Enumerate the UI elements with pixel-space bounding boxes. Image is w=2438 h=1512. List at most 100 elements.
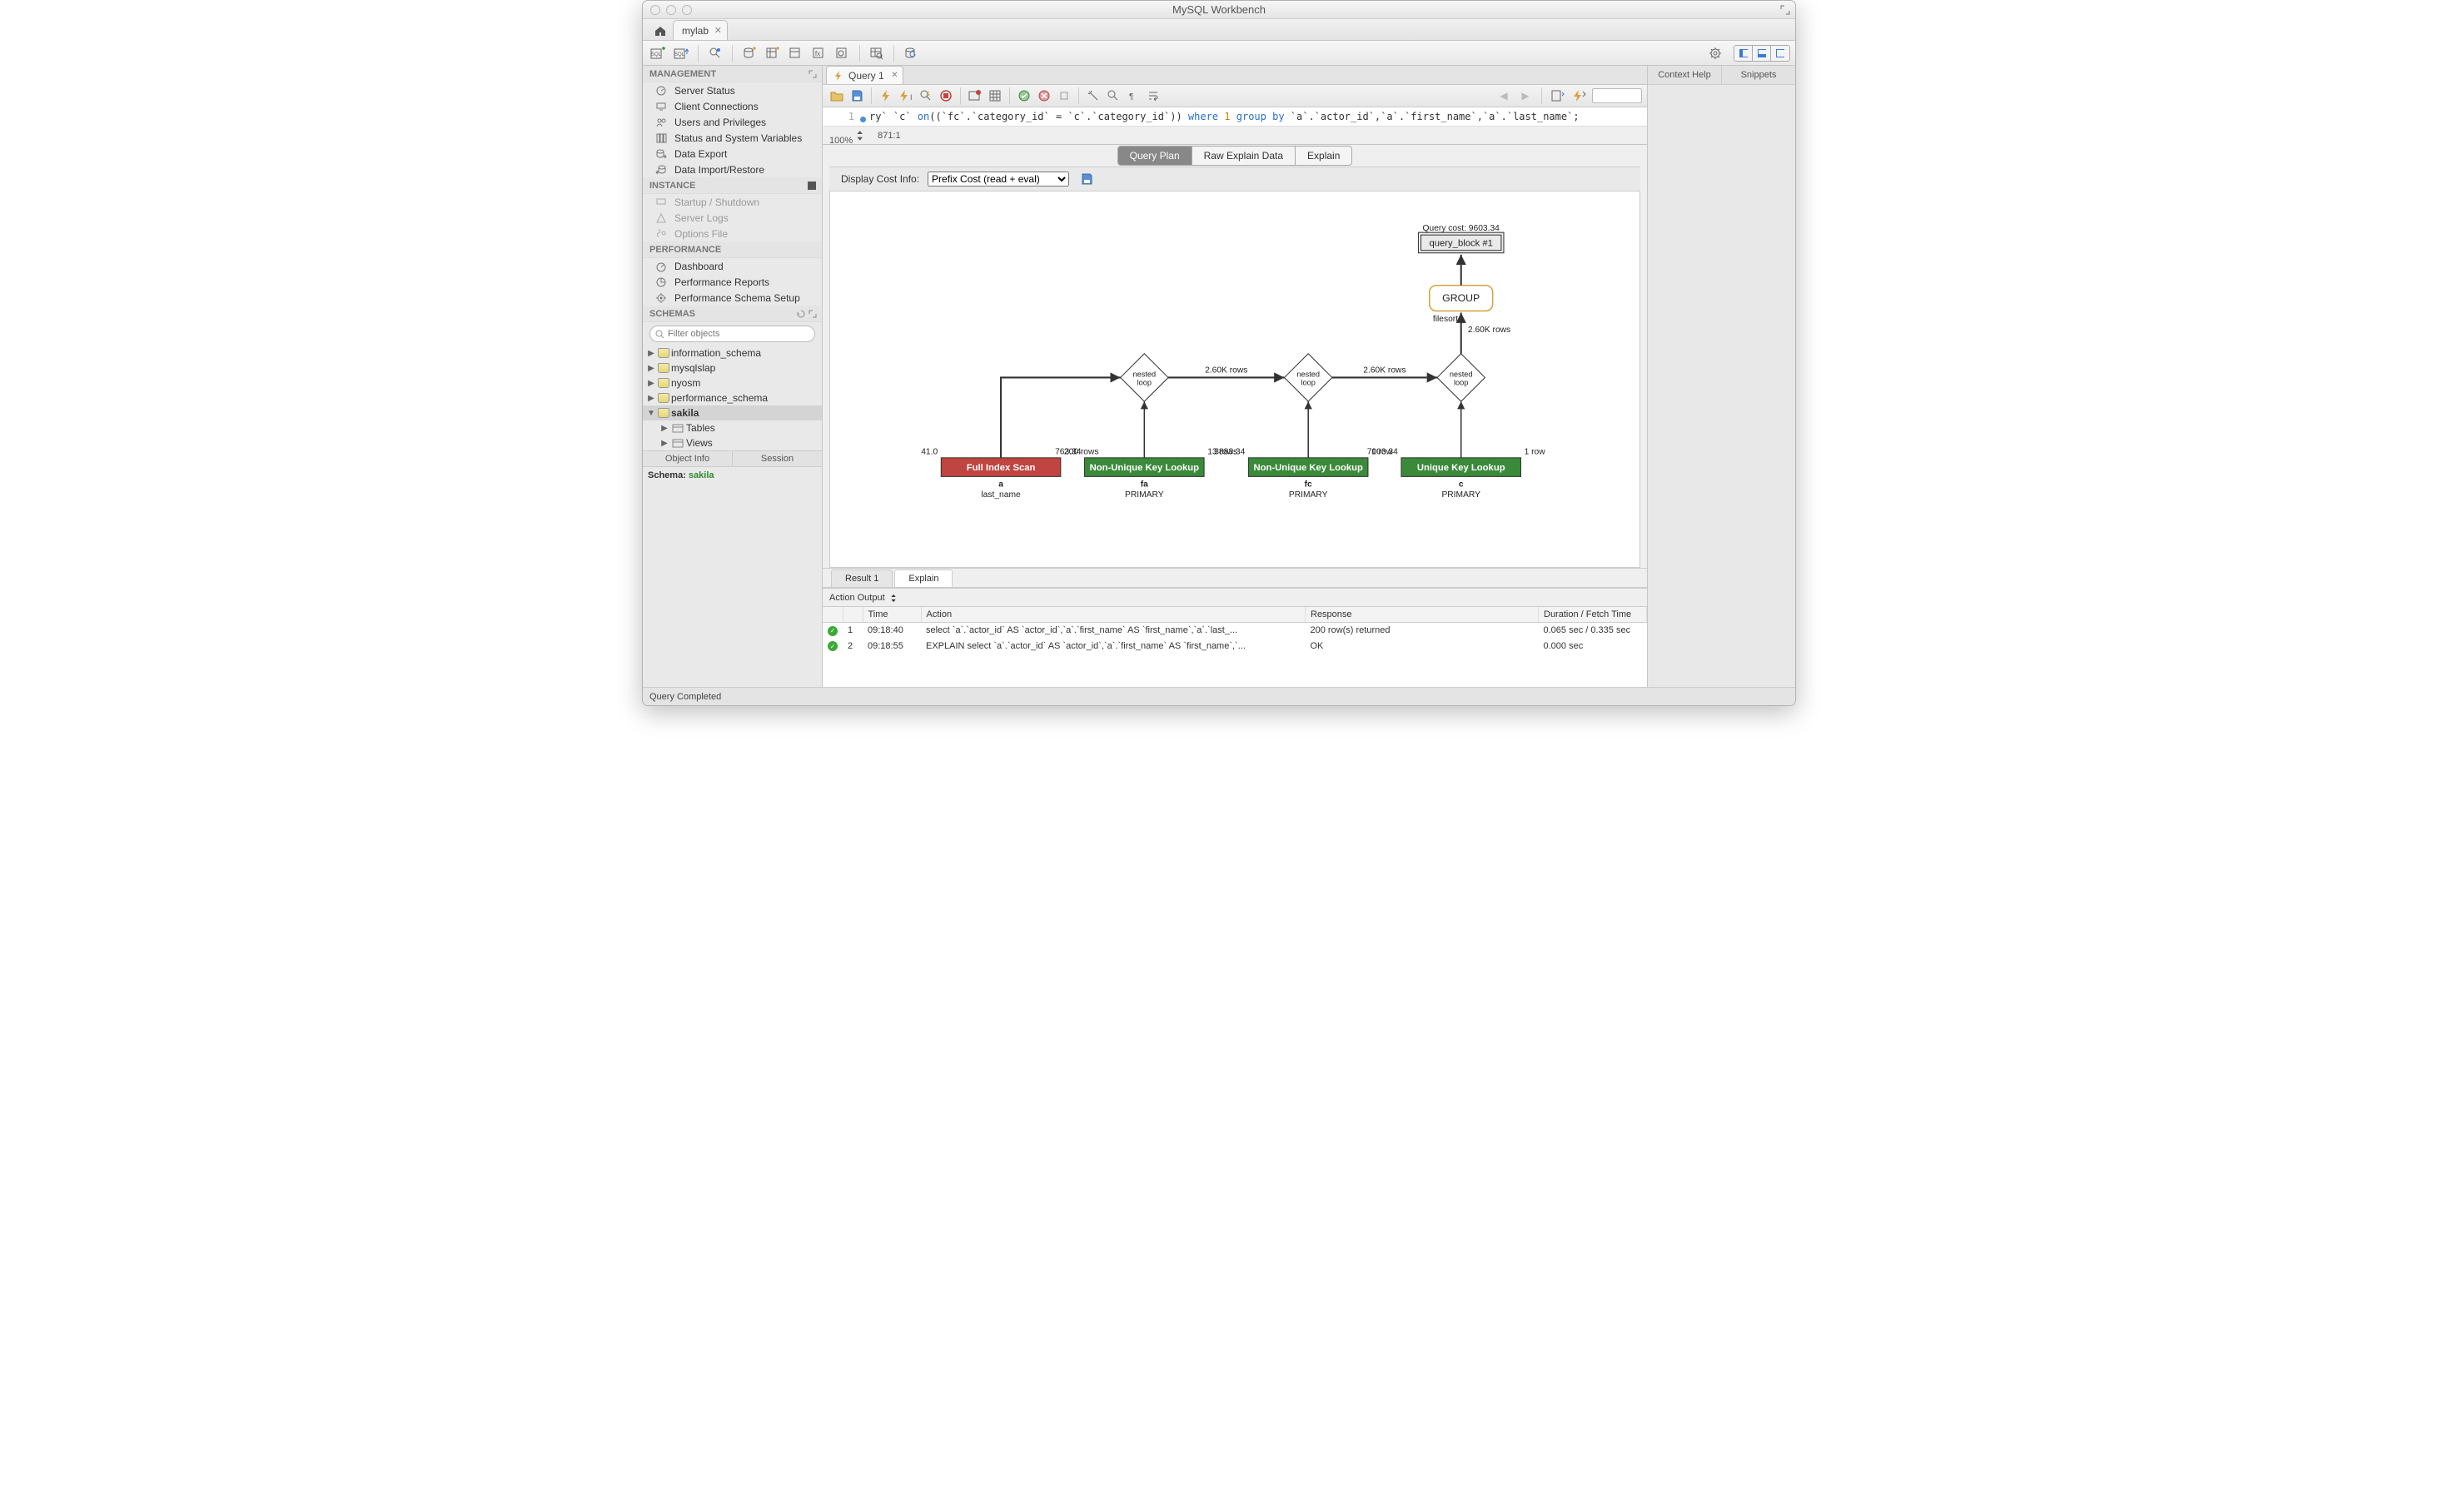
word-wrap-button[interactable] [1144, 87, 1162, 104]
session-tab[interactable]: Session [733, 451, 822, 466]
create-schema-button[interactable] [739, 44, 759, 62]
beautify-button[interactable] [1084, 87, 1102, 104]
toggle-sidebar-button[interactable] [1734, 46, 1753, 61]
search-table-data-button[interactable] [867, 44, 887, 62]
sidebar-item[interactable]: Data Import/Restore [643, 162, 822, 177]
explain-segment-1[interactable]: Raw Explain Data [1192, 147, 1296, 165]
next-button[interactable]: ▶ [1516, 87, 1535, 104]
toggle-whitespace-button[interactable] [1055, 87, 1073, 104]
explain-button[interactable] [917, 87, 935, 104]
schema-filter-input[interactable] [668, 329, 809, 339]
jump-button[interactable] [1549, 87, 1567, 104]
snippets-button[interactable] [1570, 87, 1589, 104]
sidebar-item-label: Performance Reports [674, 276, 769, 288]
main-area: Query 1 ✕ I [823, 66, 1647, 687]
sidebar-item[interactable]: Server Status [643, 82, 822, 98]
save-diagram-button[interactable] [1077, 171, 1096, 187]
sidebar-item-icon [654, 116, 668, 129]
action-output-dropdown-icon[interactable]: ▲▼ [890, 593, 898, 603]
explain-segment-0[interactable]: Query Plan [1118, 147, 1192, 165]
toggle-output-button[interactable] [1753, 46, 1771, 61]
management-header: MANAGEMENT [643, 66, 822, 82]
sidebar-item[interactable]: Performance Reports [643, 274, 822, 290]
sidebar-item[interactable]: Data Export [643, 146, 822, 162]
toggle-invisible-button[interactable]: ¶ [1124, 87, 1142, 104]
explain-segment-2[interactable]: Explain [1296, 147, 1351, 165]
inspector-button[interactable] [705, 44, 725, 62]
query-plan-diagram[interactable]: Query cost: 9603.34query_block #1GROUPfi… [829, 191, 1640, 568]
svg-text:Unique Key Lookup: Unique Key Lookup [1417, 463, 1505, 473]
create-view-button[interactable] [786, 44, 806, 62]
snippets-tab[interactable]: Snippets [1722, 66, 1795, 84]
action-output-row[interactable]: ✓109:18:40select `a`.`actor_id` AS `acto… [823, 623, 1647, 639]
prev-button[interactable]: ◀ [1495, 87, 1513, 104]
zoom-level[interactable]: 100% ▲▼ [829, 126, 864, 146]
new-sql-tab-button[interactable]: SQL [648, 44, 668, 62]
open-file-button[interactable] [828, 87, 846, 104]
save-file-button[interactable] [848, 87, 866, 104]
create-table-button[interactable] [763, 44, 783, 62]
close-query-tab-icon[interactable]: ✕ [891, 71, 898, 80]
sidebar-item[interactable]: Server Logs [643, 210, 822, 226]
sidebar-item[interactable]: Options File [643, 226, 822, 241]
close-tab-icon[interactable]: ✕ [714, 25, 722, 36]
sidebar-item[interactable]: Users and Privileges [643, 114, 822, 130]
home-button[interactable] [648, 22, 673, 40]
schema-item[interactable]: ▼sakila [643, 405, 822, 420]
sql-text[interactable]: ry` `c` on((`fc`.`category_id` = `c`.`ca… [869, 111, 1580, 122]
minimize-window-button[interactable] [666, 5, 676, 15]
find-button[interactable] [1104, 87, 1122, 104]
create-function-button[interactable] [833, 44, 853, 62]
zoom-window-button[interactable] [682, 5, 692, 15]
expand-arrow-icon[interactable]: ▶ [646, 364, 656, 373]
sidebar-item[interactable]: Status and System Variables [643, 130, 822, 146]
schema-item[interactable]: ▶information_schema [643, 346, 822, 361]
rollback-button[interactable] [1035, 87, 1053, 104]
svg-text:I: I [910, 93, 913, 102]
toggle-autocommit-button[interactable] [966, 87, 984, 104]
expand-arrow-icon[interactable]: ▶ [646, 379, 656, 388]
maximize-icon[interactable] [1780, 5, 1790, 15]
execute-button[interactable] [877, 87, 895, 104]
result-tab[interactable]: Result 1 [831, 569, 893, 587]
schema-child-item[interactable]: ▶Tables [643, 420, 822, 435]
context-help-tab[interactable]: Context Help [1648, 66, 1722, 84]
sidebar-item[interactable]: Dashboard [643, 258, 822, 274]
schema-child-item[interactable]: ▶Views [643, 435, 822, 450]
query-tab[interactable]: Query 1 ✕ [826, 66, 903, 84]
expand-arrow-icon[interactable]: ▼ [646, 409, 656, 418]
expand-arrow-icon[interactable]: ▶ [646, 349, 656, 358]
object-info-tab[interactable]: Object Info [643, 451, 733, 466]
jump-to-input[interactable] [1592, 88, 1642, 103]
toggle-secondary-sidebar-button[interactable] [1771, 46, 1789, 61]
svg-text:2.60K rows: 2.60K rows [1468, 326, 1510, 335]
close-window-button[interactable] [650, 5, 660, 15]
schema-item[interactable]: ▶performance_schema [643, 390, 822, 405]
reconnect-button[interactable] [901, 44, 921, 62]
sidebar-item[interactable]: Client Connections [643, 98, 822, 114]
sidebar-item[interactable]: Startup / Shutdown [643, 194, 822, 210]
result-tab[interactable]: Explain [894, 569, 953, 587]
settings-button[interactable] [1705, 44, 1725, 62]
commit-button[interactable] [1015, 87, 1033, 104]
limit-rows-button[interactable] [986, 87, 1004, 104]
stop-button[interactable] [937, 87, 955, 104]
create-procedure-button[interactable]: fx [809, 44, 829, 62]
svg-text:loop: loop [1301, 379, 1315, 387]
cost-select[interactable]: Prefix Cost (read + eval) [928, 172, 1069, 187]
schema-item[interactable]: ▶nyosm [643, 376, 822, 390]
sidebar-item[interactable]: Performance Schema Setup [643, 290, 822, 306]
open-sql-button[interactable]: SQL [671, 44, 691, 62]
svg-text:PRIMARY: PRIMARY [1289, 490, 1328, 500]
editor-line[interactable]: 1 ry` `c` on((`fc`.`category_id` = `c`.`… [823, 107, 1647, 126]
svg-text:SQL: SQL [674, 52, 685, 57]
statusbar: Query Completed [643, 687, 1795, 705]
schema-item[interactable]: ▶mysqlslap [643, 361, 822, 376]
expand-arrow-icon[interactable]: ▶ [659, 424, 669, 433]
expand-arrow-icon[interactable]: ▶ [646, 394, 656, 403]
action-output-row[interactable]: ✓209:18:55EXPLAIN select `a`.`actor_id` … [823, 639, 1647, 654]
schema-filter[interactable] [649, 326, 815, 342]
execute-current-button[interactable]: I [897, 87, 915, 104]
expand-arrow-icon[interactable]: ▶ [659, 439, 669, 448]
connection-tab[interactable]: mylab ✕ [673, 20, 728, 40]
